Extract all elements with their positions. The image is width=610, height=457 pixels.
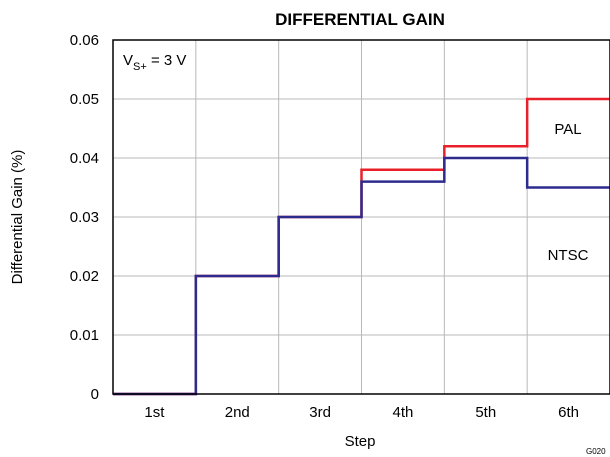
- x-tick-labels: 1st 2nd 3rd 4th 5th 6th: [144, 404, 579, 421]
- series-label-ntsc: NTSC: [548, 247, 589, 264]
- x-tick-label: 4th: [392, 404, 413, 421]
- plot-frame: [112, 39, 610, 395]
- supply-voltage-annotation: VS+ = 3 V: [123, 52, 186, 73]
- supply-voltage-subscript: S+: [133, 61, 147, 73]
- y-tick-label: 0.05: [70, 91, 99, 108]
- series-layer: [113, 97, 610, 396]
- y-axis-label: Differential Gain (%): [9, 150, 26, 285]
- x-tick-label: 2nd: [225, 404, 250, 421]
- y-tick-label: 0.06: [70, 32, 99, 49]
- series-line-ntsc: [113, 156, 610, 396]
- supply-voltage-symbol: V: [123, 52, 133, 69]
- y-tick-label: 0.04: [70, 150, 99, 167]
- y-tick-labels: 0 0.01 0.02 0.03 0.04 0.05 0.06: [70, 32, 99, 403]
- y-tick-label: 0.02: [70, 268, 99, 285]
- figure-code: G020: [586, 447, 606, 456]
- y-tick-label: 0.01: [70, 327, 99, 344]
- x-tick-label: 1st: [144, 404, 165, 421]
- y-tick-label: 0: [91, 386, 99, 403]
- x-tick-label: 6th: [558, 404, 579, 421]
- series-label-pal: PAL: [554, 121, 581, 138]
- x-tick-label: 5th: [475, 404, 496, 421]
- chart-title: DIFFERENTIAL GAIN: [275, 10, 445, 29]
- y-tick-label: 0.03: [70, 209, 99, 226]
- x-tick-label: 3rd: [309, 404, 331, 421]
- supply-voltage-value: = 3 V: [147, 52, 187, 69]
- x-axis-label: Step: [345, 433, 376, 450]
